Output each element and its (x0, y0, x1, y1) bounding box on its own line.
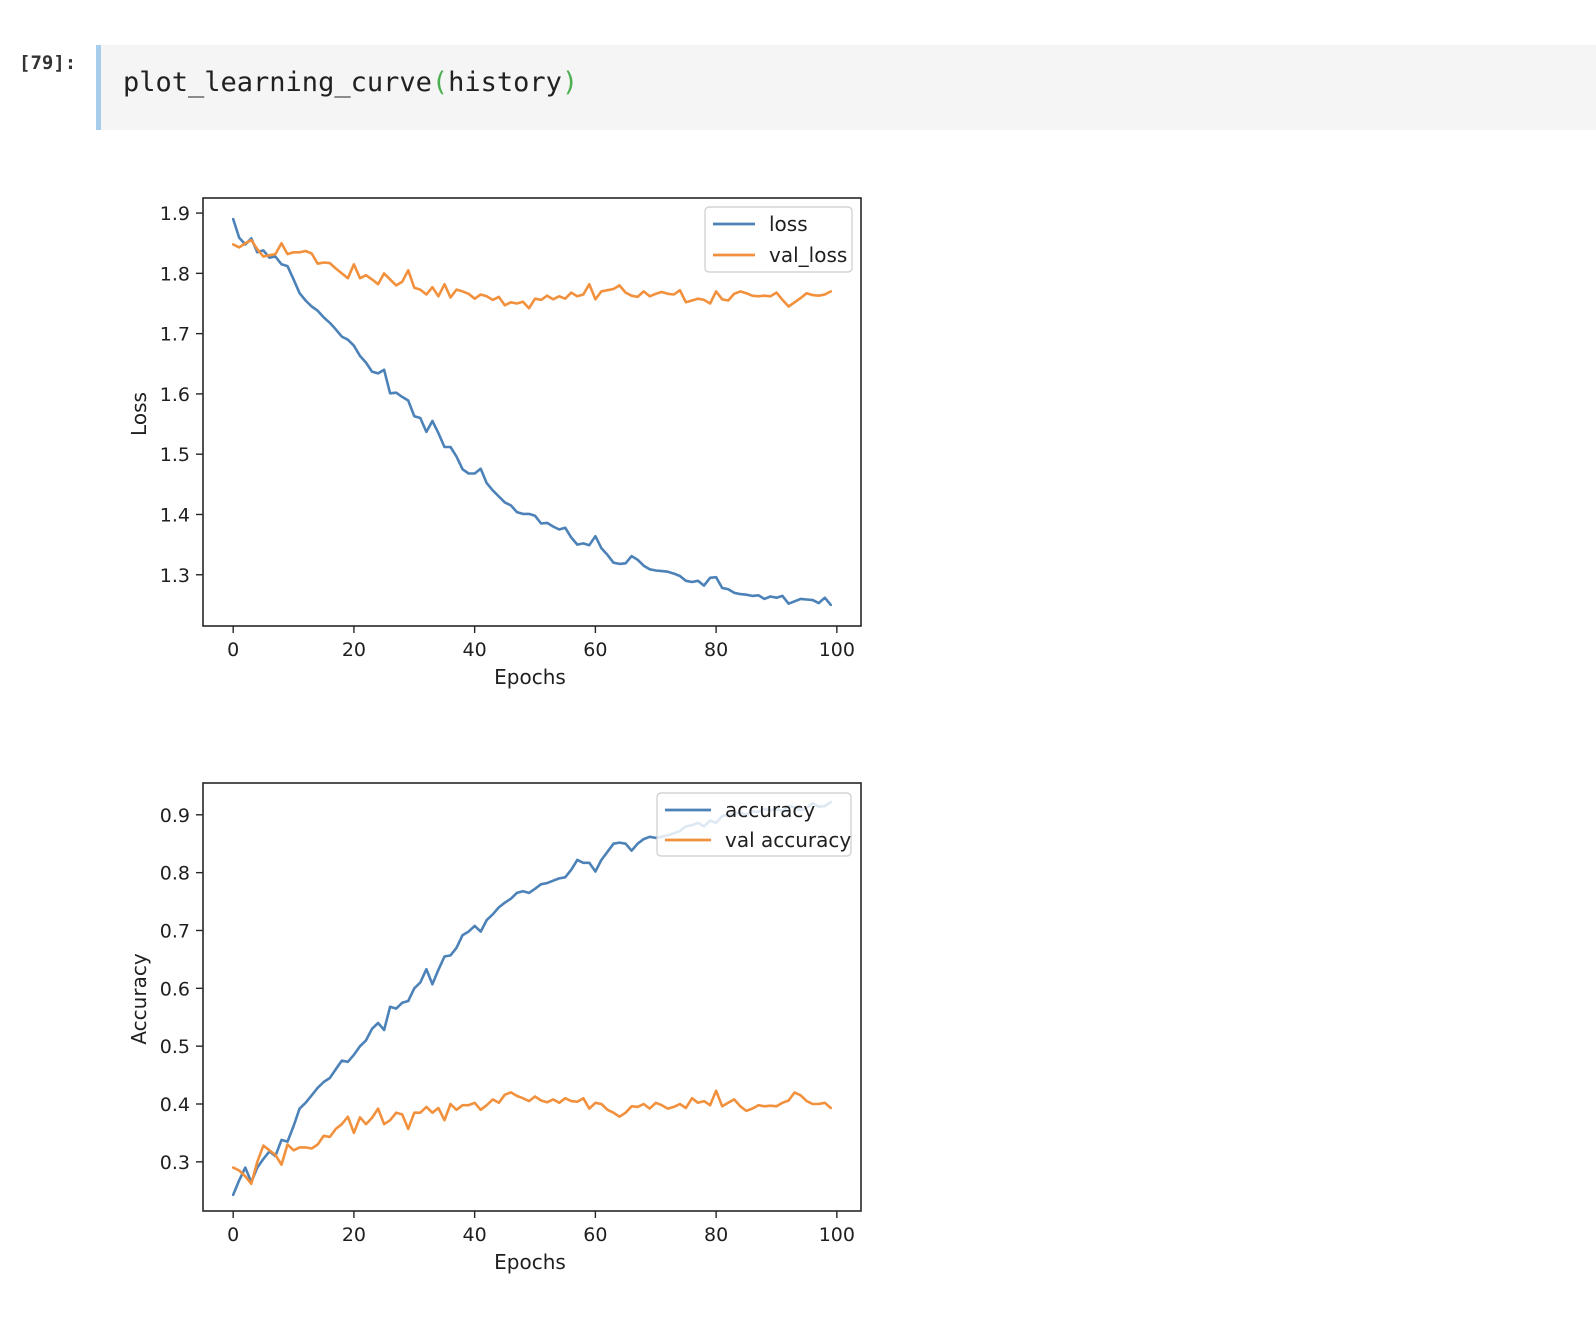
close-paren: ) (561, 67, 579, 98)
x-tick-label: 100 (819, 639, 855, 661)
legend-box (704, 206, 853, 273)
x-tick-label: 0 (227, 1224, 239, 1246)
x-tick-label: 80 (704, 639, 728, 661)
y-tick-label: 0.3 (160, 1152, 190, 1174)
series-line-loss (231, 217, 833, 607)
code-line[interactable]: plot_learning_curve(history) (123, 67, 578, 98)
y-tick-label: 0.9 (160, 805, 190, 827)
x-tick-label: 40 (463, 639, 487, 661)
y-axis-label: Accuracy (127, 953, 151, 1044)
x-axis-label: Epochs (494, 1250, 566, 1274)
loss-chart: 0 20 40 60 80 100 1.3 1.4 1.5 1.6 1.7 1.8 1.9 Epochs L… (127, 197, 862, 689)
x-tick-label: 20 (342, 1224, 366, 1246)
y-tick-label: 0.5 (160, 1036, 190, 1058)
y-tick-label: 0.7 (160, 920, 190, 942)
y-tick-label: 1.4 (160, 504, 190, 526)
series-line-val-loss (231, 238, 833, 310)
legend-label: accuracy (725, 798, 815, 822)
x-tick-label: 40 (463, 1224, 487, 1246)
legend-label: val_loss (769, 243, 847, 267)
open-paren: ( (431, 67, 449, 98)
y-tick-label: 1.9 (160, 203, 190, 225)
y-tick-label: 0.4 (160, 1094, 190, 1116)
y-tick-label: 1.8 (160, 263, 190, 285)
x-tick-label: 60 (583, 1224, 607, 1246)
plot-frame (202, 782, 862, 1212)
x-tick-label: 80 (704, 1224, 728, 1246)
code-cell-input[interactable]: plot_learning_curve(history) (96, 45, 1596, 130)
x-tick-label: 100 (819, 1224, 855, 1246)
plot-frame (202, 197, 862, 627)
series-line-accuracy (231, 800, 833, 1197)
x-axis-label: Epochs (494, 665, 566, 689)
y-axis-label: Loss (127, 392, 151, 436)
y-tick-label: 1.3 (160, 565, 190, 587)
x-tick-label: 60 (583, 639, 607, 661)
y-tick-label: 1.5 (160, 444, 190, 466)
cell-prompt: [79]: (19, 52, 77, 74)
y-tick-label: 1.6 (160, 384, 190, 406)
series-line-val-accuracy (231, 1089, 833, 1186)
x-tick-label: 0 (227, 639, 239, 661)
legend-box (656, 792, 852, 857)
function-name: plot_learning_curve (123, 67, 432, 98)
accuracy-chart: 0 20 40 60 80 100 0.3 0.4 0.5 0.6 0.7 0.8 0.9 Epochs A… (127, 782, 862, 1274)
legend-label: val accuracy (725, 828, 851, 852)
y-tick-label: 0.8 (160, 863, 190, 885)
argument: history (448, 67, 562, 98)
x-tick-label: 20 (342, 639, 366, 661)
legend-label: loss (769, 212, 808, 236)
y-tick-label: 1.7 (160, 324, 190, 346)
y-tick-label: 0.6 (160, 978, 190, 1000)
